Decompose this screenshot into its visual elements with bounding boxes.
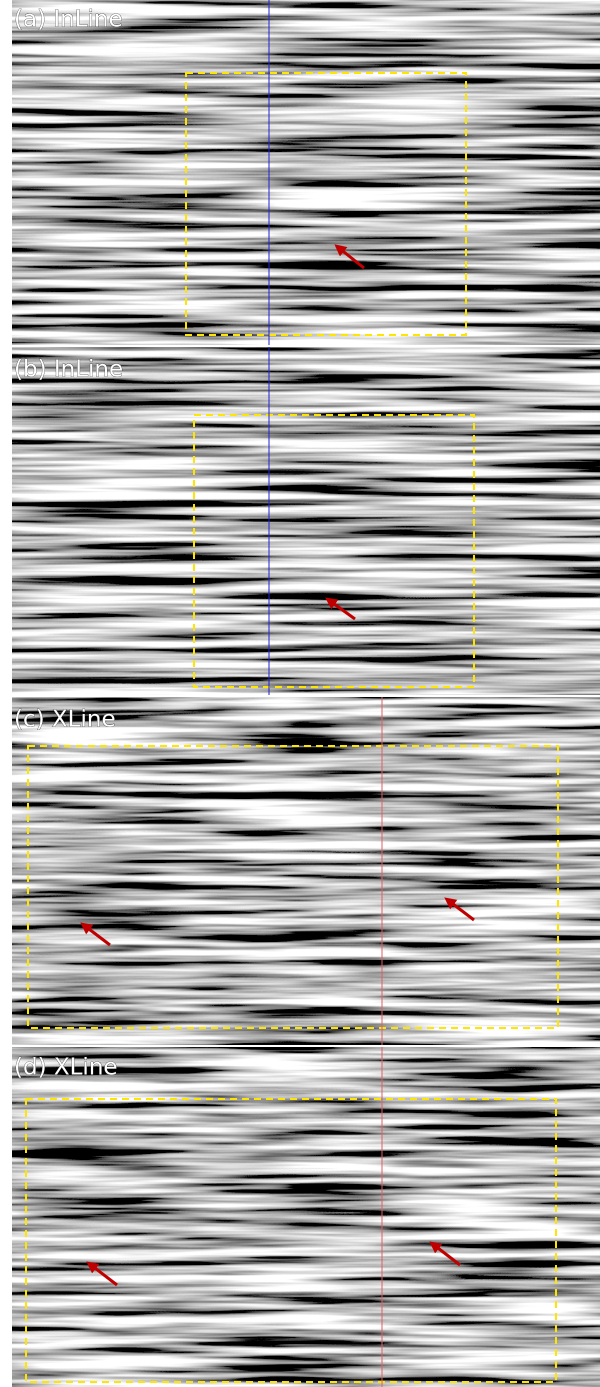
panel-b: (b) InLine [12,347,600,695]
panel-label: (b) InLine [14,357,123,383]
seismic-section [12,347,600,695]
panel-label: (c) XLine [14,707,116,733]
panel-label: (a) InLine [14,7,123,33]
panel-d: (d) XLine [12,1047,600,1387]
panel-a: (a) InLine [12,0,600,345]
figure: (a) InLine (b) InLine (c) XLine (d) XLin… [0,0,600,1387]
seismic-section [12,0,600,345]
panel-c: (c) XLine [12,697,600,1045]
panel-label: (d) XLine [14,1055,118,1081]
seismic-section [12,697,600,1045]
